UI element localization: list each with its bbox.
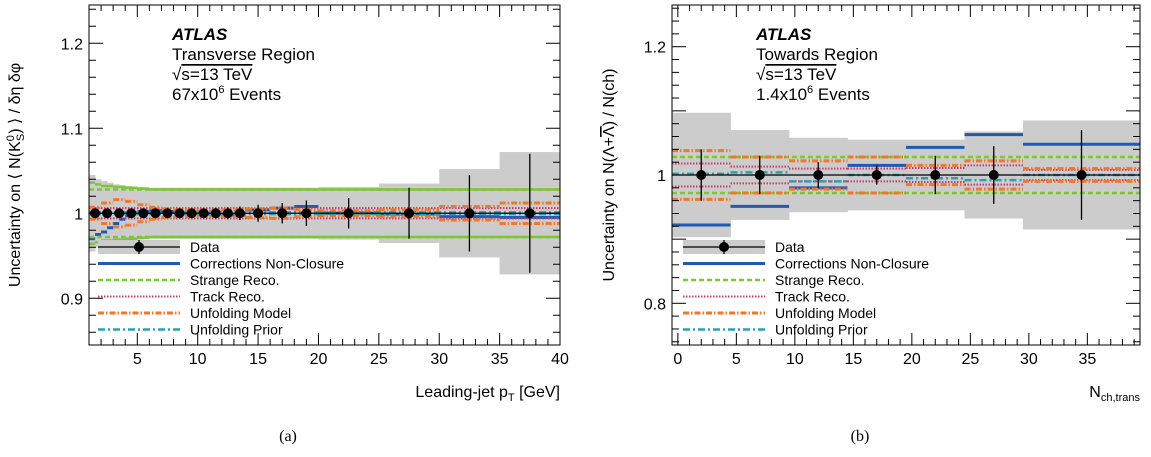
legend-label: Strange Reco. [775, 272, 865, 288]
legend-label: Track Reco. [775, 289, 850, 305]
y-axis-label: Uncertainty on N(Λ+Λ) / N(ch) [601, 69, 618, 282]
data-point [404, 208, 414, 218]
caption-a: (a) [258, 428, 318, 446]
legend-item: Corrections Non-Closure [683, 256, 929, 272]
data-point [813, 170, 823, 180]
x-axis-label: Leading-jet pT [GeV] [415, 384, 560, 404]
data-point [223, 208, 233, 218]
data-point [199, 208, 209, 218]
legend-item: Data [98, 239, 220, 255]
data-point [102, 208, 112, 218]
legend-item: Data [683, 239, 805, 255]
data-point [696, 170, 706, 180]
energy-label: √s=13 TeV [756, 65, 837, 84]
y-axis-label: Uncertainty on ⟨ N(K0S) ⟩ / δη δφ [5, 63, 27, 287]
data-point [253, 208, 263, 218]
y-tick-label: 1.1 [61, 121, 83, 138]
y-tick-label: 1.2 [644, 40, 666, 57]
data-point [930, 170, 940, 180]
x-tick-label: 10 [786, 351, 804, 368]
legend-item: Strange Reco. [98, 272, 280, 288]
region-label: Towards Region [756, 45, 878, 64]
data-point [277, 208, 287, 218]
data-point [872, 170, 882, 180]
data-point [301, 208, 311, 218]
data-point [114, 208, 124, 218]
data-point [187, 208, 197, 218]
y-tick-label: 1 [657, 168, 666, 185]
data-point [525, 208, 535, 218]
legend-data-marker [134, 242, 144, 252]
data-point [344, 208, 354, 218]
energy-label: √s=13 TeV [172, 65, 253, 84]
x-tick-label: 15 [844, 351, 862, 368]
x-tick-label: 20 [903, 351, 921, 368]
legend-label: Data [190, 239, 220, 255]
x-tick-label: 5 [732, 351, 741, 368]
events-label: 67x106 Events [172, 84, 281, 104]
caption-b: (b) [830, 428, 890, 446]
plot-area [672, 113, 1140, 237]
data-point [1077, 170, 1087, 180]
legend-label: Corrections Non-Closure [190, 256, 344, 272]
events-label: 1.4x106 Events [756, 84, 870, 104]
panel-b: 0 5 10 15 20 25 30 35 0.8 1 1.2 Nch,trans Uncertaint… [601, 5, 1140, 404]
y-tick-label: 0.9 [61, 291, 83, 308]
region-label: Transverse Region [172, 45, 315, 64]
atlas-label: ATLAS [171, 25, 228, 44]
x-tick-label: 40 [551, 351, 569, 368]
data-point [150, 208, 160, 218]
x-tick-label: 10 [189, 351, 207, 368]
legend-label: Unfolding Prior [190, 322, 283, 338]
data-point [464, 208, 474, 218]
data-point [755, 170, 765, 180]
data-point [211, 208, 221, 218]
data-point [989, 170, 999, 180]
legend-label: Unfolding Model [775, 305, 876, 321]
legend-item: Unfolding Prior [683, 322, 868, 338]
legend-label: Unfolding Prior [775, 322, 868, 338]
legend-label: Strange Reco. [190, 272, 280, 288]
panel-a: 5 10 15 20 25 30 35 40 0.9 1 1.1 1.2 Leading-jet pT … [5, 5, 569, 404]
x-tick-label: 30 [1020, 351, 1038, 368]
data-point [163, 208, 173, 218]
legend-item: Unfolding Model [98, 305, 291, 321]
legend-label: Corrections Non-Closure [775, 256, 929, 272]
y-tick-label: 1 [74, 206, 83, 223]
legend-item: Track Reco. [683, 289, 850, 305]
legend-label: Data [775, 239, 805, 255]
legend-item: Track Reco. [98, 289, 265, 305]
legend-data-marker [719, 242, 729, 252]
x-tick-label: 5 [133, 351, 142, 368]
x-tick-label: 35 [491, 351, 509, 368]
legend-item: Unfolding Prior [98, 322, 283, 338]
data-point [138, 208, 148, 218]
data-point [175, 208, 185, 218]
legend-label: Unfolding Model [190, 305, 291, 321]
x-tick-label: 0 [673, 351, 682, 368]
x-tick-label: 20 [310, 351, 328, 368]
data-point [126, 208, 136, 218]
y-tick-label: 0.8 [644, 296, 666, 313]
data-point [235, 208, 245, 218]
legend-label: Track Reco. [190, 289, 265, 305]
x-tick-label: 25 [961, 351, 979, 368]
x-axis-label: Nch,trans [1089, 384, 1140, 404]
y-tick-label: 1.2 [61, 36, 83, 53]
x-tick-label: 30 [430, 351, 448, 368]
legend-item: Strange Reco. [683, 272, 865, 288]
atlas-label: ATLAS [755, 25, 812, 44]
legend-item: Corrections Non-Closure [98, 256, 344, 272]
x-tick-label: 15 [249, 351, 267, 368]
x-tick-label: 25 [370, 351, 388, 368]
legend-item: Unfolding Model [683, 305, 876, 321]
x-tick-label: 35 [1078, 351, 1096, 368]
